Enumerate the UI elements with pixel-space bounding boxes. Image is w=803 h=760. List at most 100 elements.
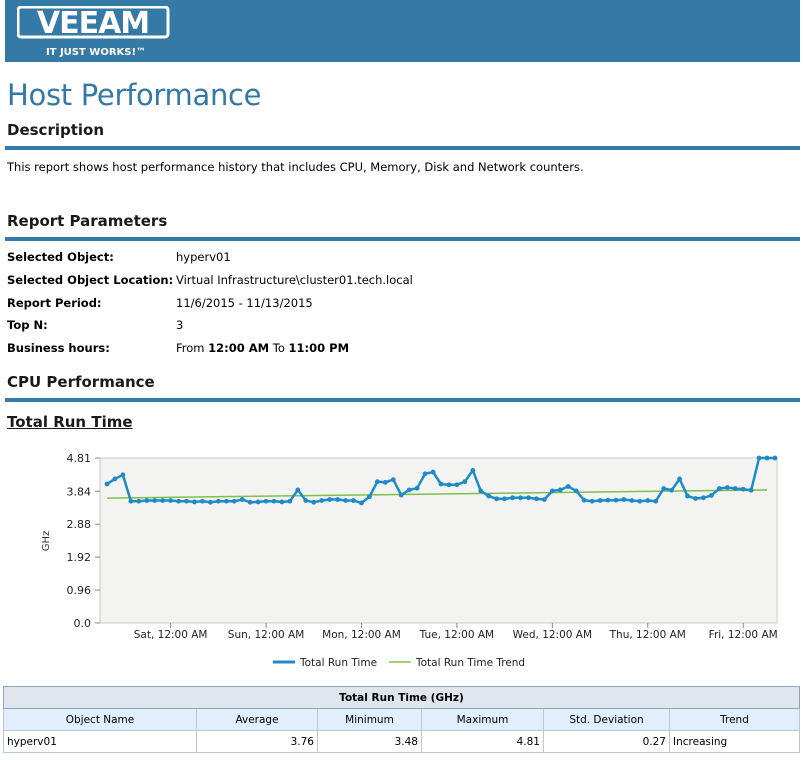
data-point bbox=[494, 496, 500, 502]
y-tick-label: 1.92 bbox=[67, 551, 92, 564]
data-point bbox=[422, 471, 428, 477]
legend-label: Total Run Time Trend bbox=[415, 657, 525, 669]
data-point bbox=[271, 498, 277, 504]
data-point bbox=[661, 486, 667, 491]
data-point bbox=[677, 476, 682, 482]
page-title: Host Performance bbox=[7, 78, 262, 112]
data-point bbox=[502, 496, 508, 502]
data-point bbox=[351, 498, 356, 503]
data-point bbox=[454, 482, 460, 488]
header-banner: VEEAM IT JUST WORKS!™ bbox=[5, 0, 800, 62]
data-point bbox=[128, 498, 134, 504]
data-point bbox=[534, 496, 539, 502]
cell-maximum: 4.81 bbox=[421, 730, 544, 753]
data-point bbox=[462, 479, 468, 485]
data-point bbox=[645, 498, 651, 503]
from-word: From bbox=[176, 341, 205, 355]
data-point bbox=[215, 498, 221, 504]
data-point bbox=[510, 495, 515, 501]
cell-average: 3.76 bbox=[196, 730, 318, 753]
column-header: Object Name bbox=[3, 708, 197, 731]
data-point bbox=[486, 493, 492, 499]
data-point bbox=[184, 498, 189, 504]
data-point bbox=[231, 498, 237, 504]
data-point bbox=[136, 498, 142, 504]
data-point bbox=[382, 479, 388, 485]
data-point bbox=[621, 497, 627, 502]
column-header: Maximum bbox=[421, 708, 544, 731]
data-point bbox=[724, 485, 730, 490]
y-tick-label: 0.96 bbox=[67, 584, 92, 597]
data-point bbox=[327, 497, 333, 502]
data-point bbox=[255, 499, 261, 505]
data-point bbox=[335, 497, 341, 502]
data-point bbox=[120, 472, 126, 478]
param-label: Top N: bbox=[7, 318, 48, 332]
data-point bbox=[589, 498, 595, 504]
data-point bbox=[104, 481, 110, 487]
section-divider bbox=[5, 398, 800, 402]
y-tick-label: 4.81 bbox=[67, 452, 92, 465]
to-word: To bbox=[272, 341, 285, 355]
data-point bbox=[414, 485, 420, 491]
plot-area bbox=[99, 457, 778, 624]
data-point bbox=[565, 484, 571, 489]
cell-std-deviation: 0.27 bbox=[543, 730, 670, 753]
data-point bbox=[772, 455, 778, 461]
summary-table: Total Run Time (GHz) Object Name Average… bbox=[3, 686, 800, 753]
data-point bbox=[144, 498, 150, 503]
chart-legend: Total Run Time Total Run Time Trend bbox=[273, 657, 525, 669]
param-label: Business hours: bbox=[7, 341, 110, 355]
table-row: hyperv01 3.76 3.48 4.81 0.27 Increasing bbox=[3, 730, 800, 753]
data-point bbox=[629, 498, 635, 503]
total-run-time-heading: Total Run Time bbox=[7, 413, 133, 431]
y-tick-label: 0.0 bbox=[74, 617, 92, 630]
data-point bbox=[200, 498, 205, 504]
description-heading: Description bbox=[7, 121, 105, 139]
data-point bbox=[176, 498, 181, 504]
data-point bbox=[716, 486, 722, 491]
param-value: 3 bbox=[176, 318, 184, 332]
param-label: Selected Object Location: bbox=[7, 273, 174, 287]
x-tick-label: Fri, 12:00 AM bbox=[709, 629, 778, 641]
data-point bbox=[478, 488, 484, 494]
data-point bbox=[740, 486, 746, 492]
data-point bbox=[470, 467, 476, 473]
param-value: hyperv01 bbox=[176, 250, 231, 264]
x-axis: Sat, 12:00 AM Sun, 12:00 AM Mon, 12:00 AM T… bbox=[134, 623, 778, 641]
data-point bbox=[295, 487, 301, 493]
data-point bbox=[549, 488, 555, 494]
data-point bbox=[685, 493, 690, 499]
data-point bbox=[367, 494, 372, 500]
column-header: Minimum bbox=[317, 708, 422, 731]
data-point bbox=[223, 498, 229, 504]
data-point bbox=[192, 499, 197, 505]
data-point bbox=[247, 499, 253, 505]
y-axis-label: GHz bbox=[41, 531, 52, 552]
data-point bbox=[518, 495, 523, 501]
data-point bbox=[605, 497, 611, 503]
column-header: Trend bbox=[669, 708, 800, 731]
section-divider bbox=[5, 146, 800, 150]
data-point bbox=[152, 498, 158, 503]
data-point bbox=[430, 469, 436, 475]
data-point bbox=[303, 498, 309, 503]
svg-text:IT JUST WORKS!™: IT JUST WORKS!™ bbox=[46, 47, 146, 58]
param-value: From 12:00 AM To 11:00 PM bbox=[176, 341, 349, 355]
data-point bbox=[359, 500, 364, 506]
data-point bbox=[693, 496, 698, 501]
param-value: Virtual Infrastructure\cluster01.tech.lo… bbox=[176, 273, 413, 287]
data-point bbox=[390, 477, 396, 483]
data-point bbox=[756, 455, 762, 461]
data-point bbox=[581, 497, 587, 503]
cell-object-name: hyperv01 bbox=[3, 730, 197, 753]
data-point bbox=[573, 488, 579, 494]
data-point bbox=[287, 498, 293, 504]
data-point bbox=[597, 498, 603, 503]
data-point bbox=[764, 455, 770, 461]
data-point bbox=[637, 498, 643, 504]
data-point bbox=[343, 498, 348, 503]
y-tick-label: 2.88 bbox=[67, 518, 92, 531]
data-point bbox=[701, 495, 706, 501]
data-point bbox=[160, 498, 166, 503]
